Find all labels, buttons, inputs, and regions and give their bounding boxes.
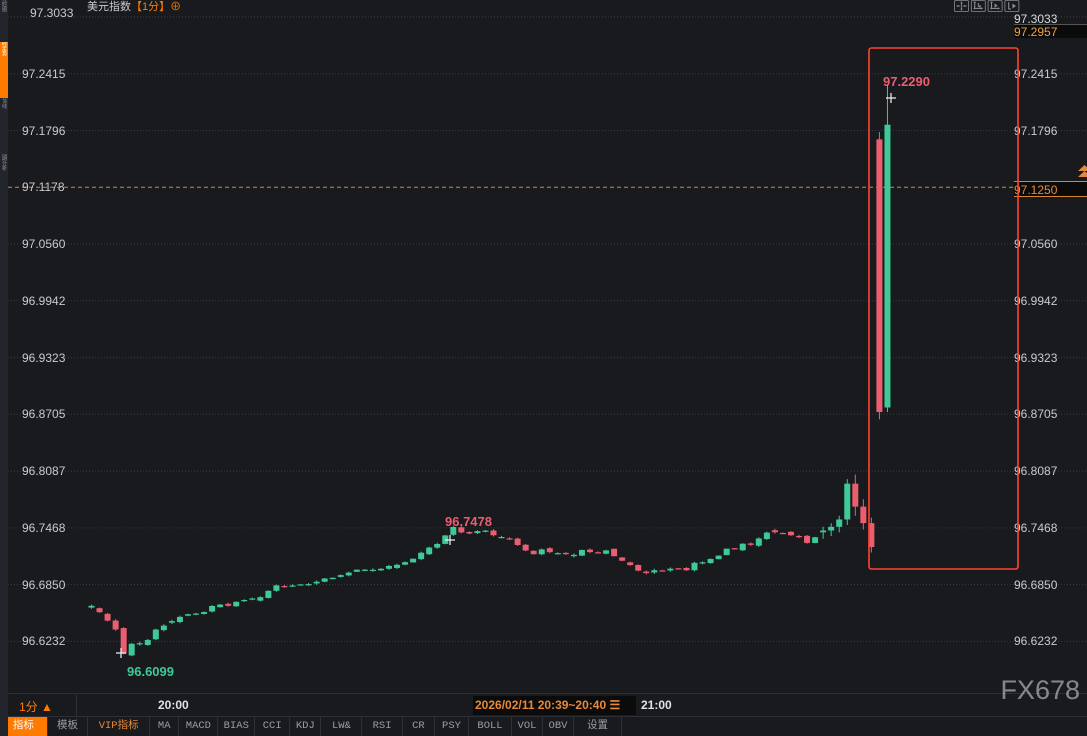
svg-text:分时图: 分时图 [1, 0, 7, 13]
svg-text:日K线: 日K线 [1, 98, 7, 109]
svg-text:分时走势: 分时走势 [1, 42, 7, 57]
svg-text:多周期分析: 多周期分析 [1, 154, 7, 172]
